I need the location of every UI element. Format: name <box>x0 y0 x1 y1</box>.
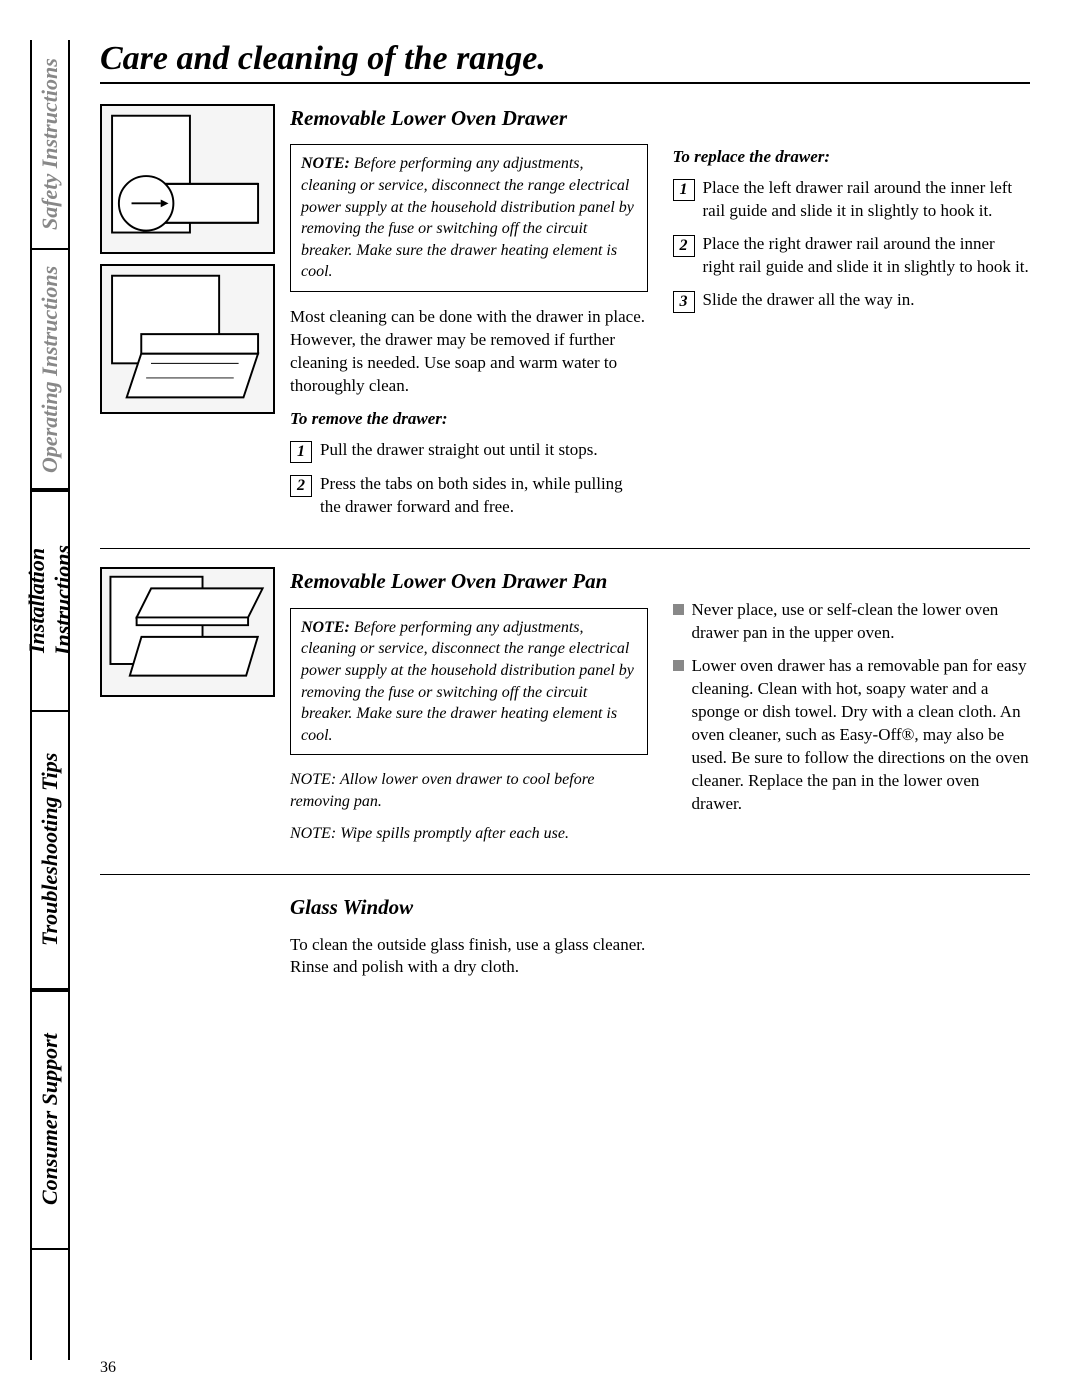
section2-note: NOTE: Before performing any adjustments,… <box>290 608 648 756</box>
figure-drawer-open <box>100 264 275 414</box>
section3-heading: Glass Window <box>290 893 648 921</box>
tab-troubleshooting[interactable]: Troubleshooting Tips <box>32 710 68 990</box>
page-title: Care and cleaning of the range. <box>100 40 1030 78</box>
section2-note2: NOTE: Allow lower oven drawer to cool be… <box>290 769 648 812</box>
tab-operating[interactable]: Operating Instructions <box>32 250 68 490</box>
section-glass: Glass Window To clean the outside glass … <box>100 893 1030 979</box>
replace-step-3: 3Slide the drawer all the way in. <box>673 289 1031 313</box>
section1-body: Most cleaning can be done with the drawe… <box>290 306 648 398</box>
section-drawer: Removable Lower Oven Drawer NOTE: Before… <box>100 104 1030 528</box>
replace-step-1: 1Place the left drawer rail around the i… <box>673 177 1031 223</box>
remove-heading: To remove the drawer: <box>290 408 648 431</box>
figure-drawer-remove <box>100 104 275 254</box>
remove-step-1: 1Pull the drawer straight out until it s… <box>290 439 648 463</box>
tab-installation[interactable]: Installation Instructions <box>32 490 68 710</box>
section-drawer-pan: Removable Lower Oven Drawer Pan NOTE: Be… <box>100 567 1030 854</box>
page-number: 36 <box>100 1359 116 1377</box>
section2-heading: Removable Lower Oven Drawer Pan <box>290 567 648 595</box>
nav-tabs: Safety Instructions Operating Instructio… <box>30 40 70 1360</box>
tab-consumer-support[interactable]: Consumer Support <box>32 990 68 1250</box>
remove-step-2: 2Press the tabs on both sides in, while … <box>290 473 648 519</box>
section1-note: NOTE: Before performing any adjustments,… <box>290 144 648 292</box>
tab-safety[interactable]: Safety Instructions <box>32 40 68 250</box>
section2-note3: NOTE: Wipe spills promptly after each us… <box>290 823 648 845</box>
replace-step-2: 2Place the right drawer rail around the … <box>673 233 1031 279</box>
section1-heading: Removable Lower Oven Drawer <box>290 104 648 132</box>
section3-body: To clean the outside glass finish, use a… <box>290 934 648 980</box>
section2-bullet-1: Never place, use or self-clean the lower… <box>673 599 1031 645</box>
section2-bullet-2: Lower oven drawer has a removable pan fo… <box>673 655 1031 816</box>
figure-drawer-pan <box>100 567 275 697</box>
replace-heading: To replace the drawer: <box>673 146 1031 169</box>
page-content: Care and cleaning of the range. <box>70 40 1050 1360</box>
